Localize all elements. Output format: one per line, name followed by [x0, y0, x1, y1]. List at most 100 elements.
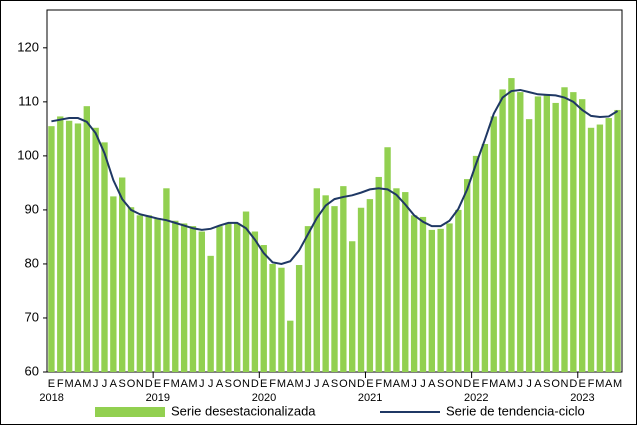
- x-tick-label: M: [82, 378, 91, 390]
- legend-label: Serie de tendencia-ciclo: [446, 403, 585, 418]
- bar: [525, 119, 533, 373]
- bar: [163, 188, 170, 372]
- x-tick-label: N: [242, 378, 250, 390]
- x-tick-label: F: [482, 378, 489, 390]
- x-tick-label: O: [339, 378, 348, 390]
- bar: [587, 127, 595, 373]
- x-tick-label: F: [57, 378, 64, 390]
- x-tick-label: M: [295, 378, 304, 390]
- bar: [499, 89, 506, 372]
- bar: [393, 188, 400, 372]
- bar: [543, 94, 550, 372]
- x-tick-label: M: [613, 378, 622, 390]
- x-tick-label: M: [489, 378, 498, 390]
- x-tick-label: M: [188, 378, 197, 390]
- x-tick-label: A: [322, 378, 330, 390]
- bar: [295, 265, 303, 372]
- x-tick-label: J: [526, 378, 532, 390]
- x-tick-label: A: [499, 378, 507, 390]
- x-tick-label: M: [383, 378, 392, 390]
- bar: [65, 120, 73, 372]
- bar: [269, 263, 276, 372]
- bar: [287, 320, 294, 372]
- bar: [605, 118, 612, 373]
- x-tick-label: D: [251, 378, 259, 390]
- bar: [180, 223, 188, 372]
- x-tick-label: M: [401, 378, 410, 390]
- bar: [517, 92, 524, 373]
- x-tick-label: F: [163, 378, 170, 390]
- x-tick-label: M: [595, 378, 604, 390]
- x-tick-label: S: [119, 378, 126, 390]
- x-tick-label: A: [110, 378, 118, 390]
- legend-label: Serie desestacionalizada: [171, 403, 316, 418]
- bar: [304, 226, 312, 372]
- x-tick-label: J: [314, 378, 320, 390]
- year-label: 2018: [39, 392, 63, 404]
- x-tick-label: F: [588, 378, 595, 390]
- bar: [552, 102, 559, 373]
- bar: [278, 267, 285, 372]
- x-tick-label: A: [180, 378, 188, 390]
- x-tick-label: O: [233, 378, 242, 390]
- x-tick-label: A: [74, 378, 82, 390]
- x-tick-label: J: [411, 378, 417, 390]
- y-tick-label: 80: [25, 255, 39, 270]
- bar: [455, 209, 462, 372]
- x-tick-label: N: [348, 378, 356, 390]
- bar: [313, 188, 320, 372]
- x-tick-label: A: [216, 378, 224, 390]
- x-tick-label: M: [277, 378, 286, 390]
- bar: [561, 87, 568, 372]
- bar: [216, 226, 223, 372]
- x-tick-label: J: [102, 378, 108, 390]
- x-tick-label: F: [269, 378, 276, 390]
- bar: [437, 228, 444, 372]
- x-tick-label: S: [437, 378, 444, 390]
- bar: [127, 207, 135, 372]
- bar: [83, 106, 90, 373]
- bar: [331, 206, 338, 372]
- bar: [189, 226, 197, 372]
- bar: [534, 96, 542, 373]
- x-tick-label: S: [225, 378, 232, 390]
- x-tick-label: D: [145, 378, 153, 390]
- x-tick-label: D: [569, 378, 577, 390]
- bar: [570, 92, 577, 373]
- legend-swatch: [95, 407, 165, 417]
- x-tick-label: E: [366, 378, 373, 390]
- x-tick-label: N: [136, 378, 144, 390]
- bar: [198, 231, 205, 372]
- trend-line: [51, 88, 619, 265]
- x-tick-label: O: [551, 378, 560, 390]
- bar: [419, 216, 427, 372]
- bar: [136, 215, 144, 372]
- x-tick-label: E: [579, 378, 586, 390]
- bar: [57, 116, 64, 372]
- y-tick-label: 60: [25, 363, 39, 378]
- bar: [472, 155, 480, 372]
- bar: [428, 229, 435, 372]
- x-tick-label: J: [518, 378, 524, 390]
- bar: [154, 218, 161, 372]
- bar: [340, 186, 347, 372]
- bar: [375, 176, 382, 372]
- bar: [225, 223, 232, 372]
- x-tick-label: M: [171, 378, 180, 390]
- x-tick-label: E: [154, 378, 161, 390]
- x-tick-label: A: [393, 378, 401, 390]
- x-tick-label: D: [463, 378, 471, 390]
- bar: [74, 123, 82, 373]
- x-tick-label: A: [534, 378, 542, 390]
- bar: [508, 78, 515, 373]
- bar: [366, 199, 374, 372]
- x-tick-label: A: [428, 378, 436, 390]
- bar: [490, 116, 497, 372]
- bar: [207, 255, 214, 372]
- y-tick-label: 90: [25, 201, 39, 216]
- x-tick-label: E: [260, 378, 267, 390]
- bar: [242, 211, 250, 372]
- bar: [410, 215, 418, 372]
- bar: [349, 241, 356, 372]
- bar: [145, 215, 152, 372]
